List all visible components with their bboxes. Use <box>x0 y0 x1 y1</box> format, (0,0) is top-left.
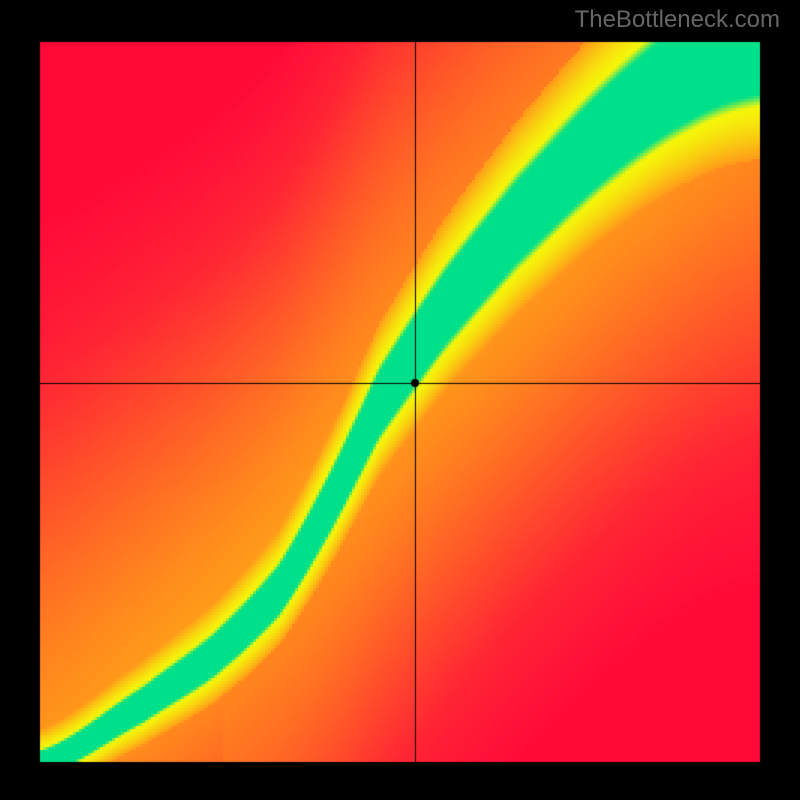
watermark-text: TheBottleneck.com <box>575 6 780 34</box>
chart-container: TheBottleneck.com <box>0 0 800 800</box>
bottleneck-heatmap <box>0 0 800 800</box>
